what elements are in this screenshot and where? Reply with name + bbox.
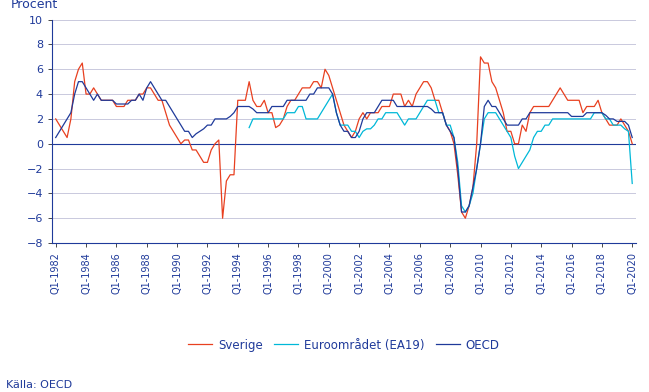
Text: Procent: Procent [11,0,58,11]
Line: Euroområdet (EA19): Euroområdet (EA19) [249,94,632,212]
Sverige [310,79,317,84]
Sverige [52,116,60,121]
Sverige [476,54,484,59]
OECD [132,98,140,103]
OECD [609,116,617,121]
OECD [465,203,473,208]
Line: OECD: OECD [56,82,632,212]
OECD [93,92,101,96]
Sverige [628,142,636,146]
OECD [310,92,317,96]
OECD [628,135,636,140]
Euroområdet (EA19) [458,203,465,208]
Euroområdet (EA19) [306,116,313,121]
OECD [458,210,465,214]
Sverige [609,123,617,127]
Sverige [461,216,469,221]
Euroområdet (EA19) [620,127,628,131]
OECD [75,79,82,84]
Sverige [90,85,97,90]
OECD [52,135,60,140]
Line: Sverige: Sverige [56,57,632,218]
Euroområdet (EA19) [530,135,537,140]
Sverige [219,216,227,221]
OECD [537,111,545,115]
Legend: Sverige, Euroområdet (EA19), OECD: Sverige, Euroområdet (EA19), OECD [184,334,504,356]
Sverige [537,104,545,109]
Text: Källa: OECD: Källa: OECD [6,380,73,390]
Euroområdet (EA19) [628,181,636,186]
Sverige [128,98,136,103]
